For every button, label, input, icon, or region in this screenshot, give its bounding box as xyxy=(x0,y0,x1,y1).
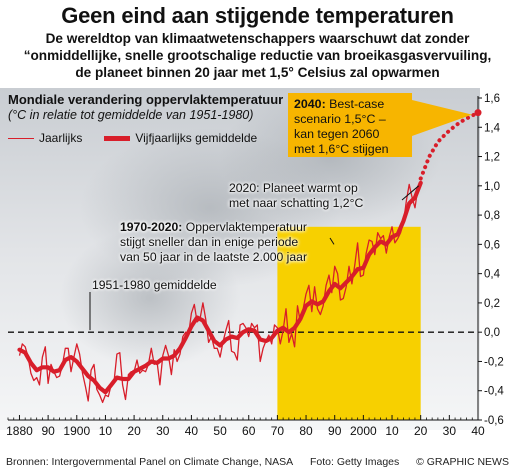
legend-swatch-five-year xyxy=(104,135,131,141)
y-tick-label: -0,2 xyxy=(484,356,504,368)
x-tick-label: 40 xyxy=(471,424,485,438)
x-tick-label: 60 xyxy=(242,424,256,438)
header: Geen eind aan stijgende temperaturen De … xyxy=(0,0,515,92)
x-tick-label: 1880 xyxy=(6,424,33,438)
y-tick-label: 0,4 xyxy=(484,269,501,281)
footer-sources: Bronnen: Intergovernmental Panel on Clim… xyxy=(6,456,294,468)
legend-swatch-annual xyxy=(8,137,34,139)
callout-2040: 2040: Best-case scenario 1,5°C – kan teg… xyxy=(288,93,412,157)
x-tick-label: 80 xyxy=(299,424,313,438)
y-tick-label: 0,6 xyxy=(484,239,500,251)
smoke-cloud xyxy=(60,228,240,368)
callout-year: 2040: xyxy=(294,97,326,111)
annotation-pointer-1970 xyxy=(329,237,335,245)
y-tick-label: 0,2 xyxy=(484,298,500,310)
annotation-1970-line-1: Oppervlaktemperatuur xyxy=(185,220,307,234)
callout-line-1: Best-case xyxy=(329,97,385,111)
annotation-2020-line-1: 2020: Planeet warmt op xyxy=(229,181,358,195)
x-tick-label: 1900 xyxy=(63,424,90,438)
x-tick-label: 30 xyxy=(443,424,457,438)
x-tick-label: 20 xyxy=(414,424,428,438)
x-tick-label: 30 xyxy=(156,424,170,438)
chart-subtitle: (°C in relatie tot gemiddelde van 1951-1… xyxy=(8,108,254,122)
legend-label-five-year: Vijfjaarlijks gemiddelde xyxy=(135,131,258,145)
y-tick-label: 1,6 xyxy=(484,93,500,105)
annotation-1970-line-2: stijgt sneller dan in enige periode xyxy=(120,235,299,249)
x-tick-label: 2000 xyxy=(350,424,377,438)
chart-title: Mondiale verandering oppervlaktemperatuu… xyxy=(8,92,284,107)
x-tick-label: 20 xyxy=(127,424,141,438)
y-tick-label: -0,4 xyxy=(484,386,504,398)
y-tick-label: 1,4 xyxy=(484,122,501,134)
footer-credit: © GRAPHIC NEWS xyxy=(416,456,509,468)
highlight-band xyxy=(277,226,421,420)
series-line-five-year xyxy=(17,180,423,395)
annotation-pointer-2020 xyxy=(401,185,420,201)
callout-line-4: met 1,6°C stijgen xyxy=(294,142,389,156)
annotation-baseline: 1951-1980 gemiddelde xyxy=(92,278,217,292)
annotation-1970-title: 1970-2020: xyxy=(120,220,183,234)
x-tick-label: 70 xyxy=(271,424,285,438)
callout-line-2: scenario 1,5°C – xyxy=(294,112,386,126)
annotation-1970-line-3: van 50 jaar in de laatste 2.000 jaar xyxy=(120,250,308,264)
x-tick-label: 90 xyxy=(328,424,342,438)
subtitle-line-1: De wereldtop van klimaatwetenschappers w… xyxy=(45,31,470,46)
series-line-projection xyxy=(418,110,480,181)
footer: Bronnen: Intergovernmental Panel on Clim… xyxy=(0,453,515,471)
y-tick-label: 1,2 xyxy=(484,152,500,164)
x-tick-label: 90 xyxy=(41,424,55,438)
annotation-1970-2020: 1970-2020: Oppervlaktemperatuur stijgt s… xyxy=(120,220,307,265)
x-tick-label: 10 xyxy=(99,424,113,438)
legend-label-annual: Jaarlijks xyxy=(39,131,83,145)
annotation-2020: 2020: Planeet warmt op met naar schattin… xyxy=(229,181,363,211)
callout-line-3: kan tegen 2060 xyxy=(294,127,380,141)
y-tick-label: -0,6 xyxy=(484,415,504,427)
legend: Jaarlijks Vijfjaarlijks gemiddelde xyxy=(8,131,257,145)
y-tick-label: 1,0 xyxy=(484,181,500,193)
subtitle-line-2: “onmiddellijke, snelle grootschalige red… xyxy=(23,48,492,63)
x-tick-label: 50 xyxy=(213,424,227,438)
callout-pointer xyxy=(412,100,472,136)
page-title: Geen eind aan stijgende temperaturen xyxy=(61,3,454,28)
chart-heading: Mondiale verandering oppervlaktemperatuu… xyxy=(8,92,283,122)
footer-photo: Foto: Getty Images xyxy=(309,456,400,468)
annotation-2020-line-2: met naar schatting 1,2°C xyxy=(229,196,364,210)
x-tick-label: 10 xyxy=(385,424,399,438)
x-tick-label: 40 xyxy=(185,424,199,438)
y-tick-label: 0,8 xyxy=(484,210,500,222)
y-tick-label: 0,0 xyxy=(484,327,500,339)
page-subtitle: De wereldtop van klimaatwetenschappers w… xyxy=(6,30,509,81)
subtitle-line-3: de planeet binnen 20 jaar met 1,5° Celsi… xyxy=(75,65,440,80)
projection-endpoint xyxy=(474,109,482,117)
